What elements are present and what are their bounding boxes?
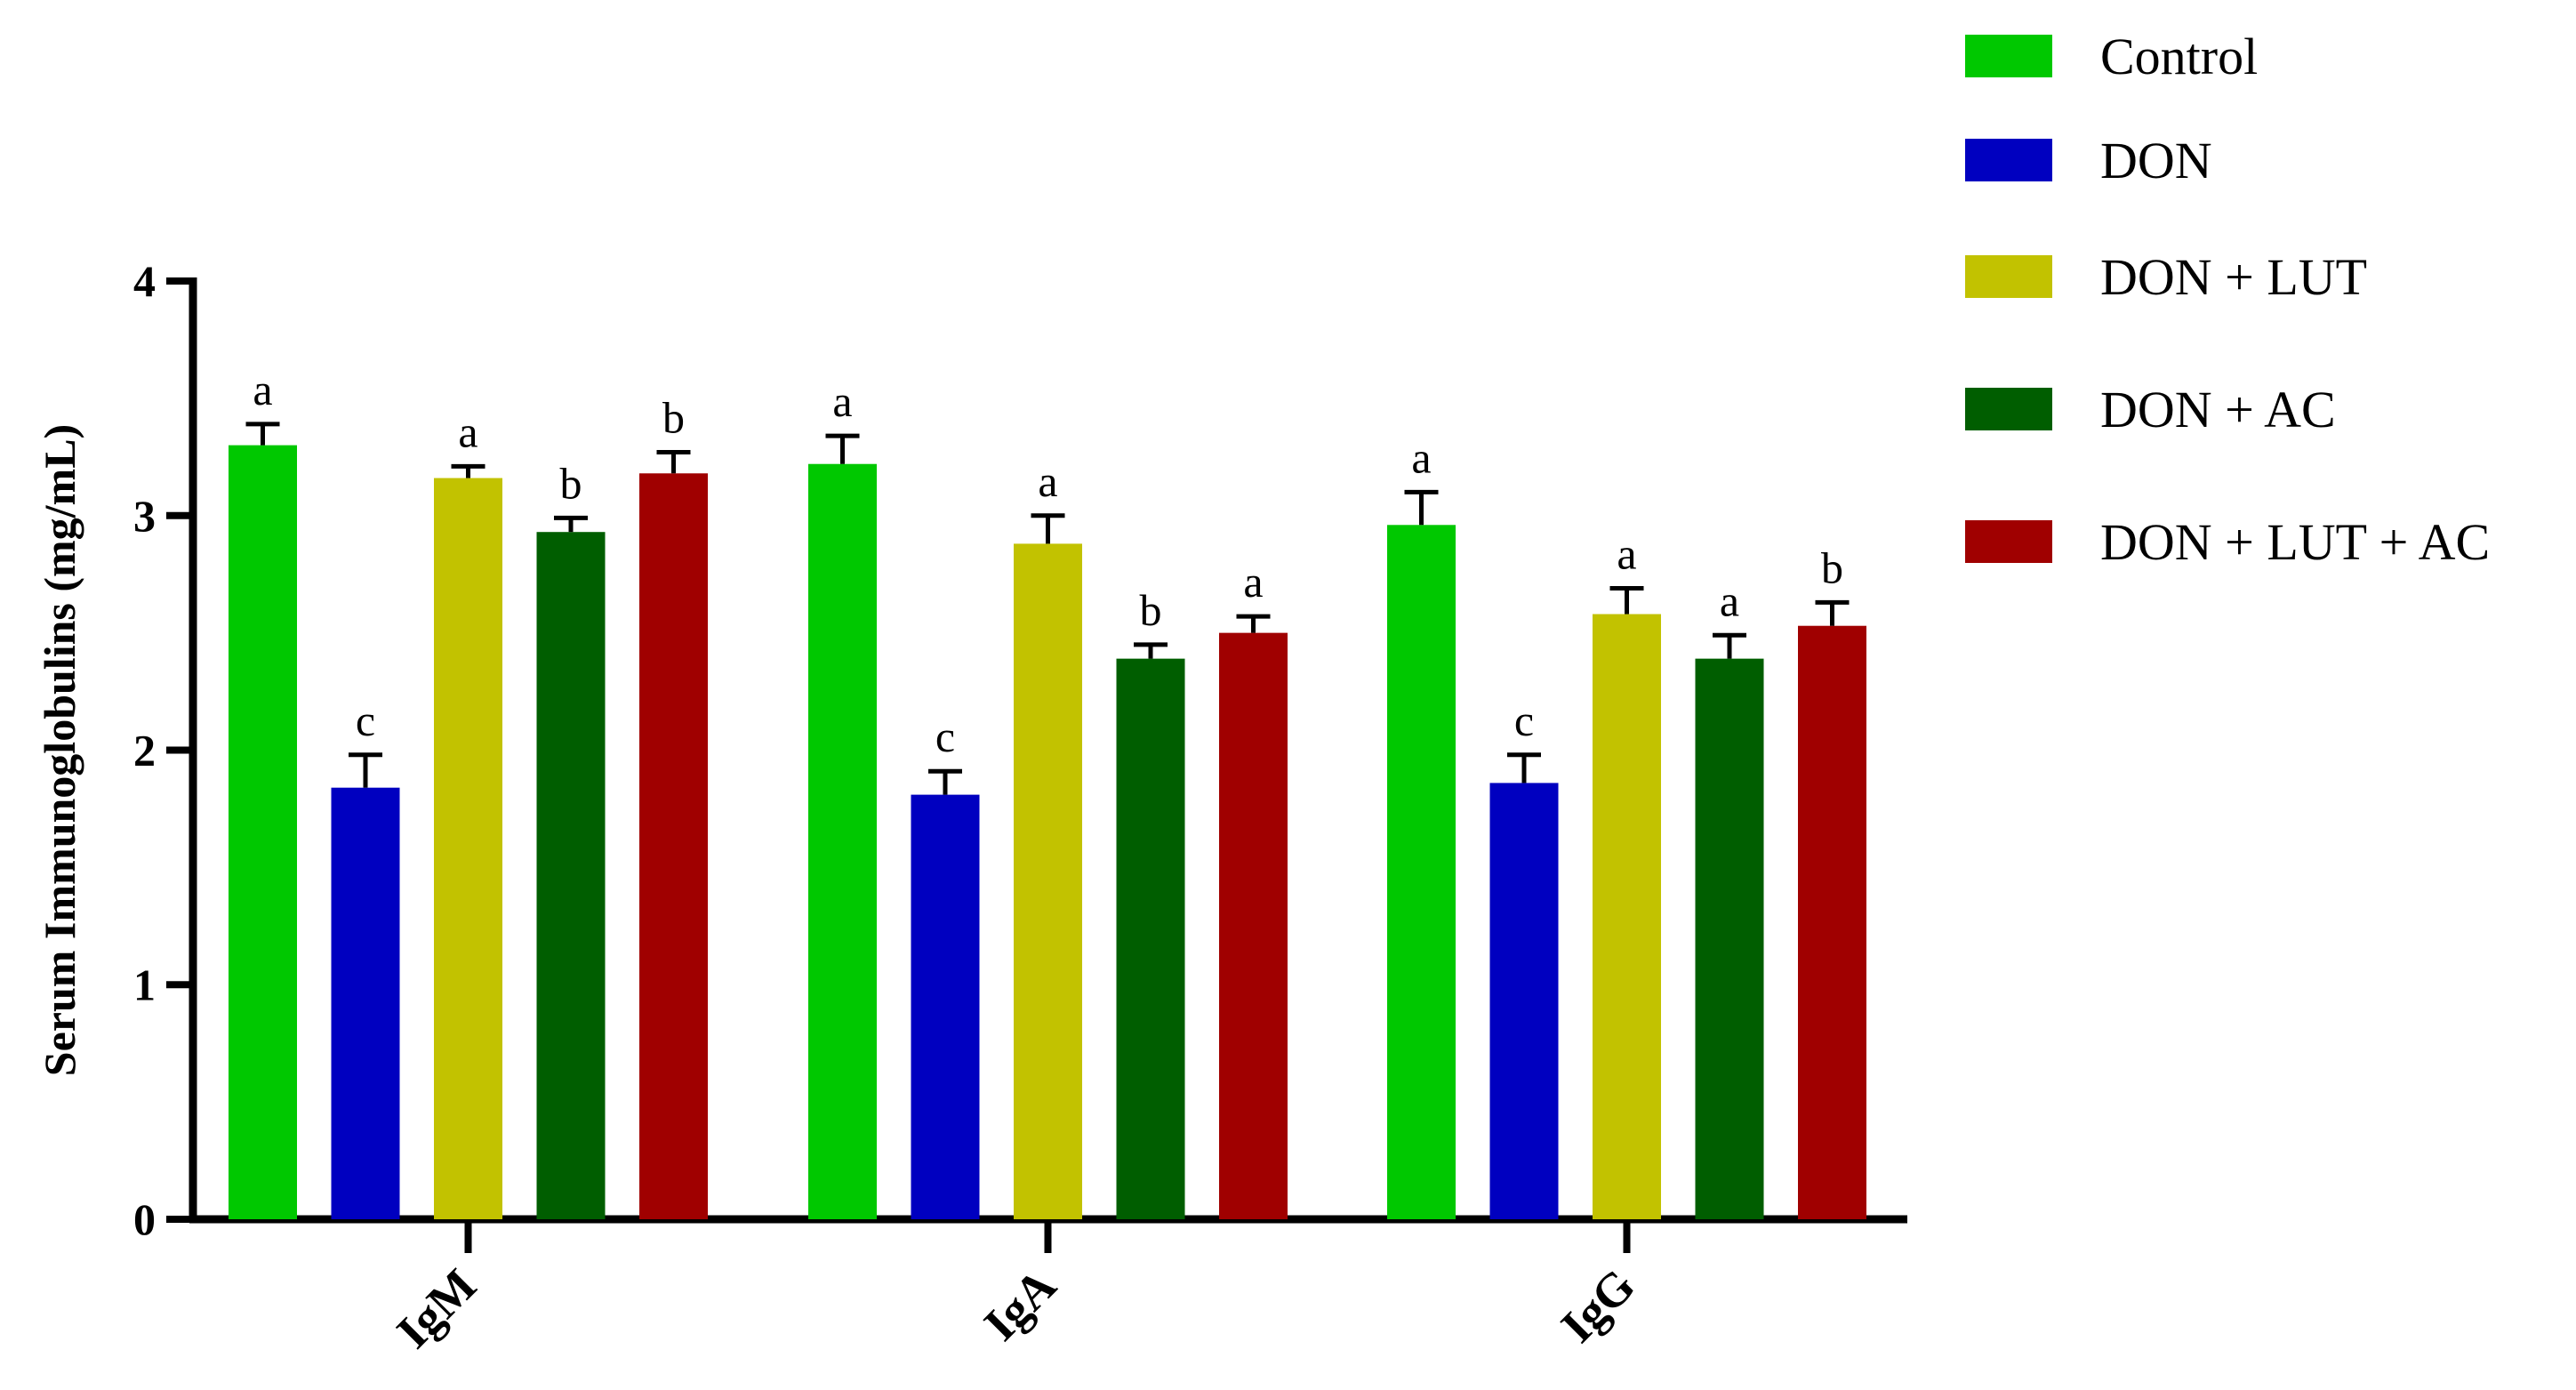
y-tick-label: 2 [133,726,156,775]
legend-swatch [1965,35,2052,77]
legend-label: DON + LUT + AC [2100,513,2490,571]
significance-label: b [1140,585,1162,635]
bar [1798,625,1866,1219]
legend-swatch [1965,255,2052,298]
significance-label: a [1038,456,1057,506]
significance-label: a [1411,432,1431,482]
x-tick-label: IgA [974,1258,1066,1351]
legend-label: DON + LUT [2100,248,2367,306]
significance-label: a [1243,557,1263,607]
significance-label: b [1821,542,1843,592]
significance-label: a [458,406,477,456]
bar [434,478,502,1219]
significance-label: c [356,695,375,745]
significance-label: a [832,376,852,426]
legend: Control DON DON + LUT DON + AC DON + LUT + A… [1965,28,2490,571]
significance-label: b [662,393,685,443]
significance-label: c [1514,695,1534,745]
bar [1014,543,1082,1219]
legend-label: Control [2100,28,2258,85]
bar [331,787,400,1219]
bar [1219,632,1288,1219]
x-tick-label: IgM [387,1258,486,1358]
legend-label: DON + AC [2100,381,2336,438]
legend-swatch [1965,388,2052,430]
bar [639,473,708,1219]
legend-label: DON [2100,132,2212,189]
significance-label: c [935,711,955,761]
legend-swatch [1965,139,2052,181]
y-tick-label: 1 [133,960,156,1009]
significance-label: b [560,458,582,508]
y-tick-label: 3 [133,491,156,541]
y-tick-label: 0 [133,1194,156,1244]
bar [808,463,877,1219]
y-axis-title: Serum Immunoglobulins (mg/mL) [35,424,84,1076]
bar [1116,658,1185,1219]
bar [911,794,980,1219]
bar [1489,783,1559,1219]
bar [229,445,297,1219]
significance-label: a [1720,575,1739,625]
legend-swatch [1965,520,2052,563]
bar [1387,525,1456,1219]
bars: a c a b b a c a b a a c a a b [229,365,1866,1219]
bar [1593,614,1661,1219]
x-tick-label: IgG [1551,1258,1645,1353]
y-tick-label: 4 [133,256,156,306]
bar [536,532,606,1219]
significance-label: a [1617,529,1636,579]
significance-label: a [253,365,272,414]
bar [1695,658,1764,1219]
